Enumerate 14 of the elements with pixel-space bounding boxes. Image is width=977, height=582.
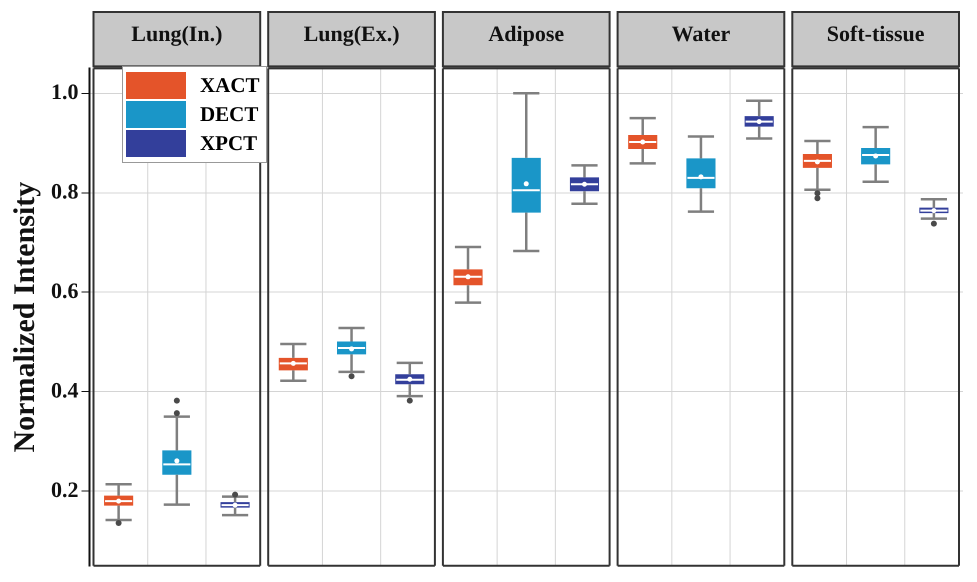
x-tick-label: Lung(In.) [131,20,222,46]
x-tick-label: Adipose [488,20,564,46]
x-tick-label: Soft-tissue [826,20,925,46]
y-tick-label: 0.8 [51,178,78,204]
legend-label: DECT [200,102,258,127]
y-tick-label: 0.4 [51,377,78,402]
y-axis-title: Normalized Intensity [8,182,41,453]
x-tick-label: Lung(Ex.) [304,20,400,46]
legend-label: XPCT [200,131,258,156]
x-tick-label: Water [672,20,730,46]
legend-label: XACT [200,73,260,98]
y-tick-label: 1.0 [51,78,78,104]
y-tick-label: 0.2 [51,476,78,502]
y-tick-label: 0.6 [51,278,78,303]
